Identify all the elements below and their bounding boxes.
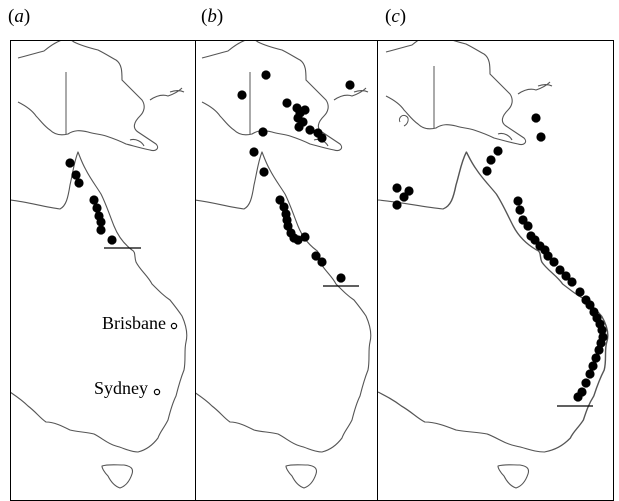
occurrence-point-b-26: [317, 257, 327, 267]
map-c: [378, 41, 609, 489]
occurrence-point-b-7: [300, 105, 310, 115]
occurrence-point-a-0: [65, 158, 75, 168]
occurrence-point-b-27: [336, 273, 346, 283]
occurrence-point-c-4: [482, 166, 492, 176]
occurrence-point-b-14: [249, 147, 259, 157]
occurrence-point-b-20: [283, 221, 293, 231]
occurrence-point-a-3: [89, 195, 99, 205]
occurrence-point-b-15: [259, 167, 269, 177]
occurrence-point-b-9: [305, 125, 315, 135]
occurrence-point-c-32: [591, 353, 601, 363]
occurrence-point-a-1: [71, 170, 81, 180]
occurrence-point-c-33: [588, 361, 598, 371]
panel-label-a: (a): [8, 6, 31, 27]
occurrence-point-b-17: [279, 202, 289, 212]
occurrence-point-c-35: [581, 378, 591, 388]
occurrence-point-c-12: [523, 221, 533, 231]
occurrence-point-c-18: [549, 257, 559, 267]
occurrence-point-a-8: [107, 235, 117, 245]
occurrence-point-c-22: [575, 287, 585, 297]
occurrence-point-b-11: [317, 133, 327, 143]
occurrence-point-c-9: [513, 196, 523, 206]
occurrence-point-c-28: [597, 325, 607, 335]
panel-frame-c: [377, 40, 614, 501]
occurrence-point-c-2: [493, 146, 503, 156]
occurrence-point-a-7: [96, 225, 106, 235]
occurrence-point-b-2: [237, 90, 247, 100]
occurrence-point-c-24: [585, 300, 595, 310]
city-label-sydney: Sydney: [94, 378, 148, 398]
occurrence-point-c-3: [486, 155, 496, 165]
occurrence-point-c-21: [567, 277, 577, 287]
occurrence-point-c-1: [536, 132, 546, 142]
occurrence-point-b-12: [294, 122, 304, 132]
panel-frame-a: [10, 40, 196, 501]
map-a: [11, 41, 188, 489]
occurrence-point-c-34: [585, 369, 595, 379]
occurrence-point-c-10: [515, 205, 525, 215]
panel-label-c: (c): [385, 6, 407, 27]
map-b: [196, 41, 372, 489]
occurrence-point-b-25: [311, 251, 321, 261]
occurrence-point-c-19: [555, 265, 565, 275]
panel-frame-b: [195, 40, 378, 501]
city-brisbane: Brisbane: [102, 313, 178, 333]
occurrence-point-c-17: [543, 251, 553, 261]
panel-label-b: (b): [201, 6, 224, 27]
city-sydney: Sydney: [94, 378, 161, 398]
city-marker-sydney: [153, 388, 161, 396]
occurrence-point-b-23: [293, 235, 303, 245]
occurrence-point-a-2: [74, 178, 84, 188]
occurrence-point-b-13: [258, 127, 268, 137]
occurrence-point-c-37: [573, 392, 583, 402]
occurrence-point-b-24: [300, 232, 310, 242]
occurrence-points: [65, 70, 608, 402]
occurrence-point-c-7: [399, 192, 409, 202]
city-marker-brisbane: [170, 322, 178, 330]
occurrence-point-a-6: [96, 217, 106, 227]
occurrence-point-b-1: [345, 80, 355, 90]
occurrence-point-b-3: [282, 98, 292, 108]
occurrence-point-b-0: [261, 70, 271, 80]
occurrence-point-b-16: [275, 195, 285, 205]
occurrence-point-c-31: [594, 345, 604, 355]
occurrence-point-c-30: [596, 338, 606, 348]
occurrence-point-c-8: [392, 200, 402, 210]
occurrence-point-a-4: [92, 203, 102, 213]
occurrence-point-c-20: [561, 271, 571, 281]
occurrence-point-c-5: [392, 183, 402, 193]
occurrence-point-c-0: [531, 113, 541, 123]
city-label-brisbane: Brisbane: [102, 313, 166, 333]
